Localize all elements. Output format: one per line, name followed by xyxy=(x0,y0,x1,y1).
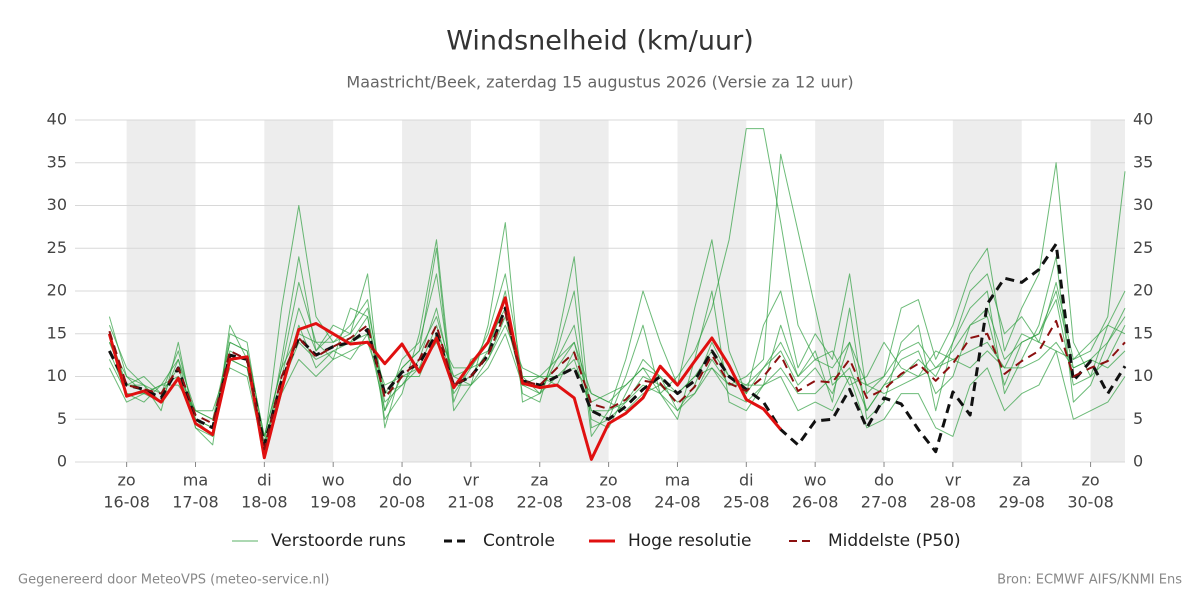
y-tick-label: 30 xyxy=(47,195,67,214)
legend-label: Verstoorde runs xyxy=(271,531,406,551)
x-tick-label: do xyxy=(874,471,894,490)
series-line xyxy=(108,311,1126,451)
y2-tick-label: 15 xyxy=(1133,323,1153,342)
x-tick-label: do xyxy=(392,471,412,490)
x-tick-date: 19-08 xyxy=(310,493,357,512)
x-tick-date: 16-08 xyxy=(103,493,150,512)
x-tick-date: 27-08 xyxy=(861,493,908,512)
y-tick-label: 0 xyxy=(57,452,67,471)
footer-left: Gegenereerd door MeteoVPS (meteo-service… xyxy=(18,573,329,588)
series-line xyxy=(107,296,782,461)
x-tick-date: 20-08 xyxy=(379,493,426,512)
x-tick-label: vr xyxy=(945,471,961,490)
y2-tick-label: 10 xyxy=(1133,366,1153,385)
y-tick-label: 40 xyxy=(47,110,67,129)
x-tick-date: 21-08 xyxy=(448,493,495,512)
x-tick-label: di xyxy=(739,471,754,490)
y-tick-label: 20 xyxy=(47,281,67,300)
y2-tick-label: 40 xyxy=(1133,110,1153,129)
y-tick-label: 5 xyxy=(57,409,67,428)
footer-right: Bron: ECMWF AIFS/KNMI Ens xyxy=(997,573,1182,588)
x-tick-label: ma xyxy=(183,471,208,490)
y2-tick-label: 30 xyxy=(1133,195,1153,214)
x-tick-label: di xyxy=(257,471,272,490)
y2-tick-label: 20 xyxy=(1133,281,1153,300)
y2-tick-label: 25 xyxy=(1133,238,1153,257)
x-tick-label: za xyxy=(1013,471,1031,490)
x-tick-label: ma xyxy=(665,471,690,490)
x-tick-label: wo xyxy=(322,471,345,490)
ensemble-line xyxy=(108,162,1126,454)
y-tick-label: 35 xyxy=(47,152,67,171)
ensemble-line xyxy=(108,290,1126,437)
x-tick-label: zo xyxy=(1081,471,1099,490)
legend-label: Controle xyxy=(483,531,555,551)
x-tick-date: 17-08 xyxy=(172,493,219,512)
legend-label: Middelste (P50) xyxy=(828,531,961,551)
x-tick-date: 28-08 xyxy=(930,493,977,512)
x-tick-date: 30-08 xyxy=(1067,493,1114,512)
x-tick-date: 22-08 xyxy=(517,493,564,512)
y2-tick-label: 35 xyxy=(1133,152,1153,171)
x-tick-date: 25-08 xyxy=(723,493,770,512)
x-tick-label: zo xyxy=(600,471,618,490)
x-tick-date: 26-08 xyxy=(792,493,839,512)
x-tick-date: 23-08 xyxy=(585,493,632,512)
y2-tick-label: 5 xyxy=(1133,409,1143,428)
x-tick-label: za xyxy=(531,471,549,490)
x-tick-date: 18-08 xyxy=(241,493,288,512)
legend-label: Hoge resolutie xyxy=(628,531,752,551)
y-tick-label: 25 xyxy=(47,238,67,257)
y2-tick-label: 0 xyxy=(1133,452,1143,471)
x-tick-date: 29-08 xyxy=(998,493,1045,512)
chart-subtitle: Maastricht/Beek, zaterdag 15 augustus 20… xyxy=(346,73,853,92)
x-tick-label: vr xyxy=(463,471,479,490)
x-tick-label: zo xyxy=(118,471,136,490)
x-tick-label: wo xyxy=(804,471,827,490)
y-tick-label: 15 xyxy=(47,323,67,342)
y-tick-label: 10 xyxy=(47,366,67,385)
chart-title: Windsnelheid (km/uur) xyxy=(446,26,754,57)
x-tick-date: 24-08 xyxy=(654,493,701,512)
